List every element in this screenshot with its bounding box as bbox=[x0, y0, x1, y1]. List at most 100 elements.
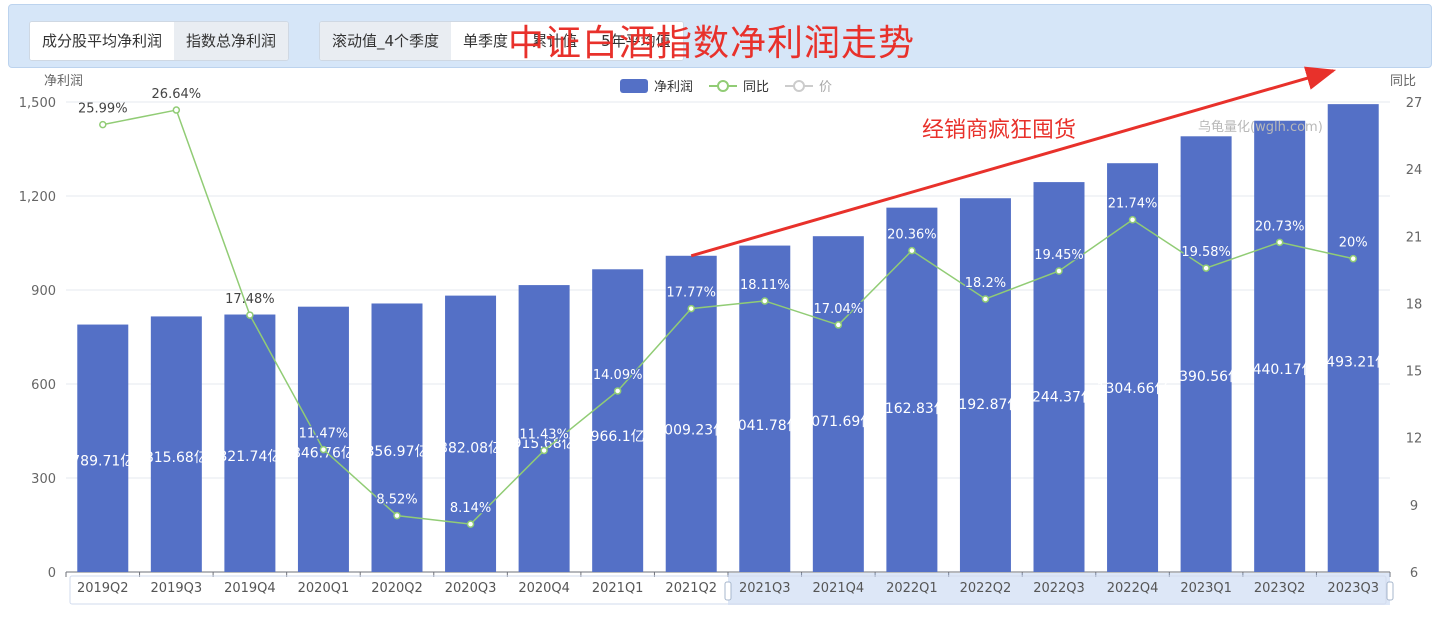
bar-value-label: 1390.56亿 bbox=[1170, 369, 1242, 385]
bar bbox=[592, 269, 644, 572]
bar-value-label: 915.68亿 bbox=[513, 436, 576, 452]
yoy-point bbox=[1275, 238, 1284, 247]
x-tick-label: 2022Q4 bbox=[1107, 581, 1159, 596]
y-left-tick-label: 1,500 bbox=[19, 96, 56, 111]
bar-value-label: 1162.83亿 bbox=[876, 401, 948, 417]
y-right-tick-label: 6 bbox=[1410, 566, 1418, 581]
legend-item-yoy[interactable]: 同比 bbox=[709, 76, 769, 95]
legend-label-net-profit: 净利润 bbox=[654, 80, 694, 95]
bar-value-label: 846.76亿 bbox=[292, 446, 355, 462]
datazoom-handle-left bbox=[724, 581, 732, 601]
bar-value-label: 1304.66亿 bbox=[1097, 381, 1169, 397]
y-right-tick-label: 21 bbox=[1406, 230, 1423, 245]
datazoom-handle-right bbox=[1386, 581, 1394, 601]
bar bbox=[297, 306, 349, 572]
legend-price-swatch bbox=[785, 79, 814, 93]
yoy-value-label: 18.11% bbox=[740, 278, 790, 293]
x-tick-label: 2023Q2 bbox=[1254, 581, 1306, 596]
yoy-value-label: 17.04% bbox=[814, 302, 864, 317]
bar bbox=[77, 324, 129, 572]
bar bbox=[1033, 182, 1085, 572]
bar-value-label: 789.71亿 bbox=[71, 454, 134, 470]
bar bbox=[812, 236, 864, 572]
bar-value-label: 815.68亿 bbox=[145, 450, 208, 466]
x-tick-label: 2019Q3 bbox=[151, 581, 203, 596]
yoy-point bbox=[761, 297, 769, 305]
index-total-button[interactable]: 指数总净利润 bbox=[174, 22, 289, 60]
yoy-point bbox=[246, 311, 254, 319]
x-tick-label: 2019Q4 bbox=[224, 581, 276, 596]
yoy-value-label: 8.52% bbox=[376, 493, 417, 508]
bar bbox=[665, 255, 717, 572]
bar-value-label: 856.97亿 bbox=[366, 444, 429, 460]
period-toggle: 滚动值_4个季度 单季度 累计值 5年平均值 bbox=[319, 21, 684, 61]
yoy-point bbox=[466, 520, 475, 528]
bar bbox=[1107, 163, 1159, 572]
y-right-tick-label: 27 bbox=[1406, 96, 1423, 111]
yoy-point bbox=[99, 120, 107, 129]
yoy-value-label: 17.77% bbox=[666, 286, 716, 301]
x-tick-label: 2020Q4 bbox=[518, 581, 570, 596]
y-right-tick-label: 12 bbox=[1406, 432, 1423, 447]
y-right-tick-label: 15 bbox=[1406, 365, 1423, 380]
watermark: 乌龟量化(wglh.com) bbox=[1198, 120, 1323, 135]
legend-item-price[interactable]: 价 bbox=[785, 76, 832, 95]
x-tick-label: 2020Q1 bbox=[298, 581, 350, 596]
y-left-tick-label: 0 bbox=[48, 566, 56, 581]
legend-label-yoy: 同比 bbox=[743, 80, 770, 95]
yoy-value-label: 25.99% bbox=[78, 102, 128, 117]
x-tick-label: 2020Q3 bbox=[445, 581, 497, 596]
bar bbox=[224, 314, 276, 572]
y-left-tick-label: 1,200 bbox=[19, 190, 56, 205]
x-tick-label: 2021Q3 bbox=[739, 581, 791, 596]
bar-value-label: 966.1亿 bbox=[591, 429, 645, 445]
overlay-title: 中证白酒指数净利润走势 bbox=[508, 23, 916, 64]
yoy-value-label: 11.43% bbox=[519, 427, 569, 442]
yoy-value-label: 20% bbox=[1339, 236, 1368, 251]
bar-value-label: 882.08亿 bbox=[439, 441, 502, 457]
bar bbox=[1254, 120, 1306, 572]
yoy-value-label: 8.14% bbox=[450, 501, 491, 516]
yoy-point bbox=[687, 304, 695, 313]
yoy-point bbox=[393, 511, 401, 520]
y-left-tick-label: 600 bbox=[31, 378, 56, 393]
y-right-tick-label: 18 bbox=[1406, 297, 1423, 312]
bar bbox=[445, 295, 497, 572]
x-tick-label: 2021Q1 bbox=[592, 581, 644, 596]
yoy-line bbox=[102, 109, 1354, 525]
x-tick-label: 2023Q3 bbox=[1327, 581, 1379, 596]
single-quarter-button[interactable]: 单季度 bbox=[451, 22, 521, 60]
annotation-text: 经销商疯狂囤货 bbox=[922, 118, 1077, 143]
yoy-point bbox=[908, 246, 916, 255]
bar bbox=[739, 245, 791, 572]
bar-value-label: 1192.87亿 bbox=[949, 397, 1021, 413]
cumulative-button[interactable]: 累计值 bbox=[520, 22, 590, 60]
yoy-value-label: 17.48% bbox=[225, 292, 275, 307]
legend-label-price: 价 bbox=[819, 80, 833, 95]
aggregation-toggle: 成分股平均净利润 指数总净利润 bbox=[29, 21, 290, 61]
yoy-value-label: 19.58% bbox=[1181, 245, 1231, 260]
avg-constituent-button[interactable]: 成分股平均净利润 bbox=[30, 22, 175, 60]
x-tick-label: 2023Q1 bbox=[1180, 581, 1232, 596]
bar-value-label: 821.74亿 bbox=[218, 449, 281, 465]
bar-value-label: 1041.78亿 bbox=[729, 418, 801, 434]
x-tick-label: 2022Q2 bbox=[960, 581, 1012, 596]
y-left-tick-label: 900 bbox=[31, 284, 56, 299]
yoy-point bbox=[1202, 264, 1210, 272]
yoy-point bbox=[1349, 254, 1357, 263]
yoy-value-label: 19.45% bbox=[1034, 248, 1084, 263]
yoy-point bbox=[319, 445, 328, 454]
rolling-4q-button[interactable]: 滚动值_4个季度 bbox=[320, 22, 452, 60]
bar-value-label: 1071.69亿 bbox=[802, 414, 874, 430]
five-year-avg-button[interactable]: 5年平均值 bbox=[589, 22, 683, 60]
y-right-axis-name: 同比 bbox=[1390, 74, 1417, 89]
legend-bar-swatch bbox=[620, 78, 648, 93]
yoy-value-label: 11.47% bbox=[299, 427, 349, 442]
bar bbox=[959, 198, 1011, 572]
legend-item-net-profit[interactable]: 净利润 bbox=[620, 76, 693, 95]
legend: 净利润 同比 价 bbox=[620, 76, 832, 95]
y-left-tick-label: 300 bbox=[31, 472, 56, 487]
yoy-point bbox=[1055, 267, 1063, 275]
x-tick-label: 2022Q1 bbox=[886, 581, 938, 596]
